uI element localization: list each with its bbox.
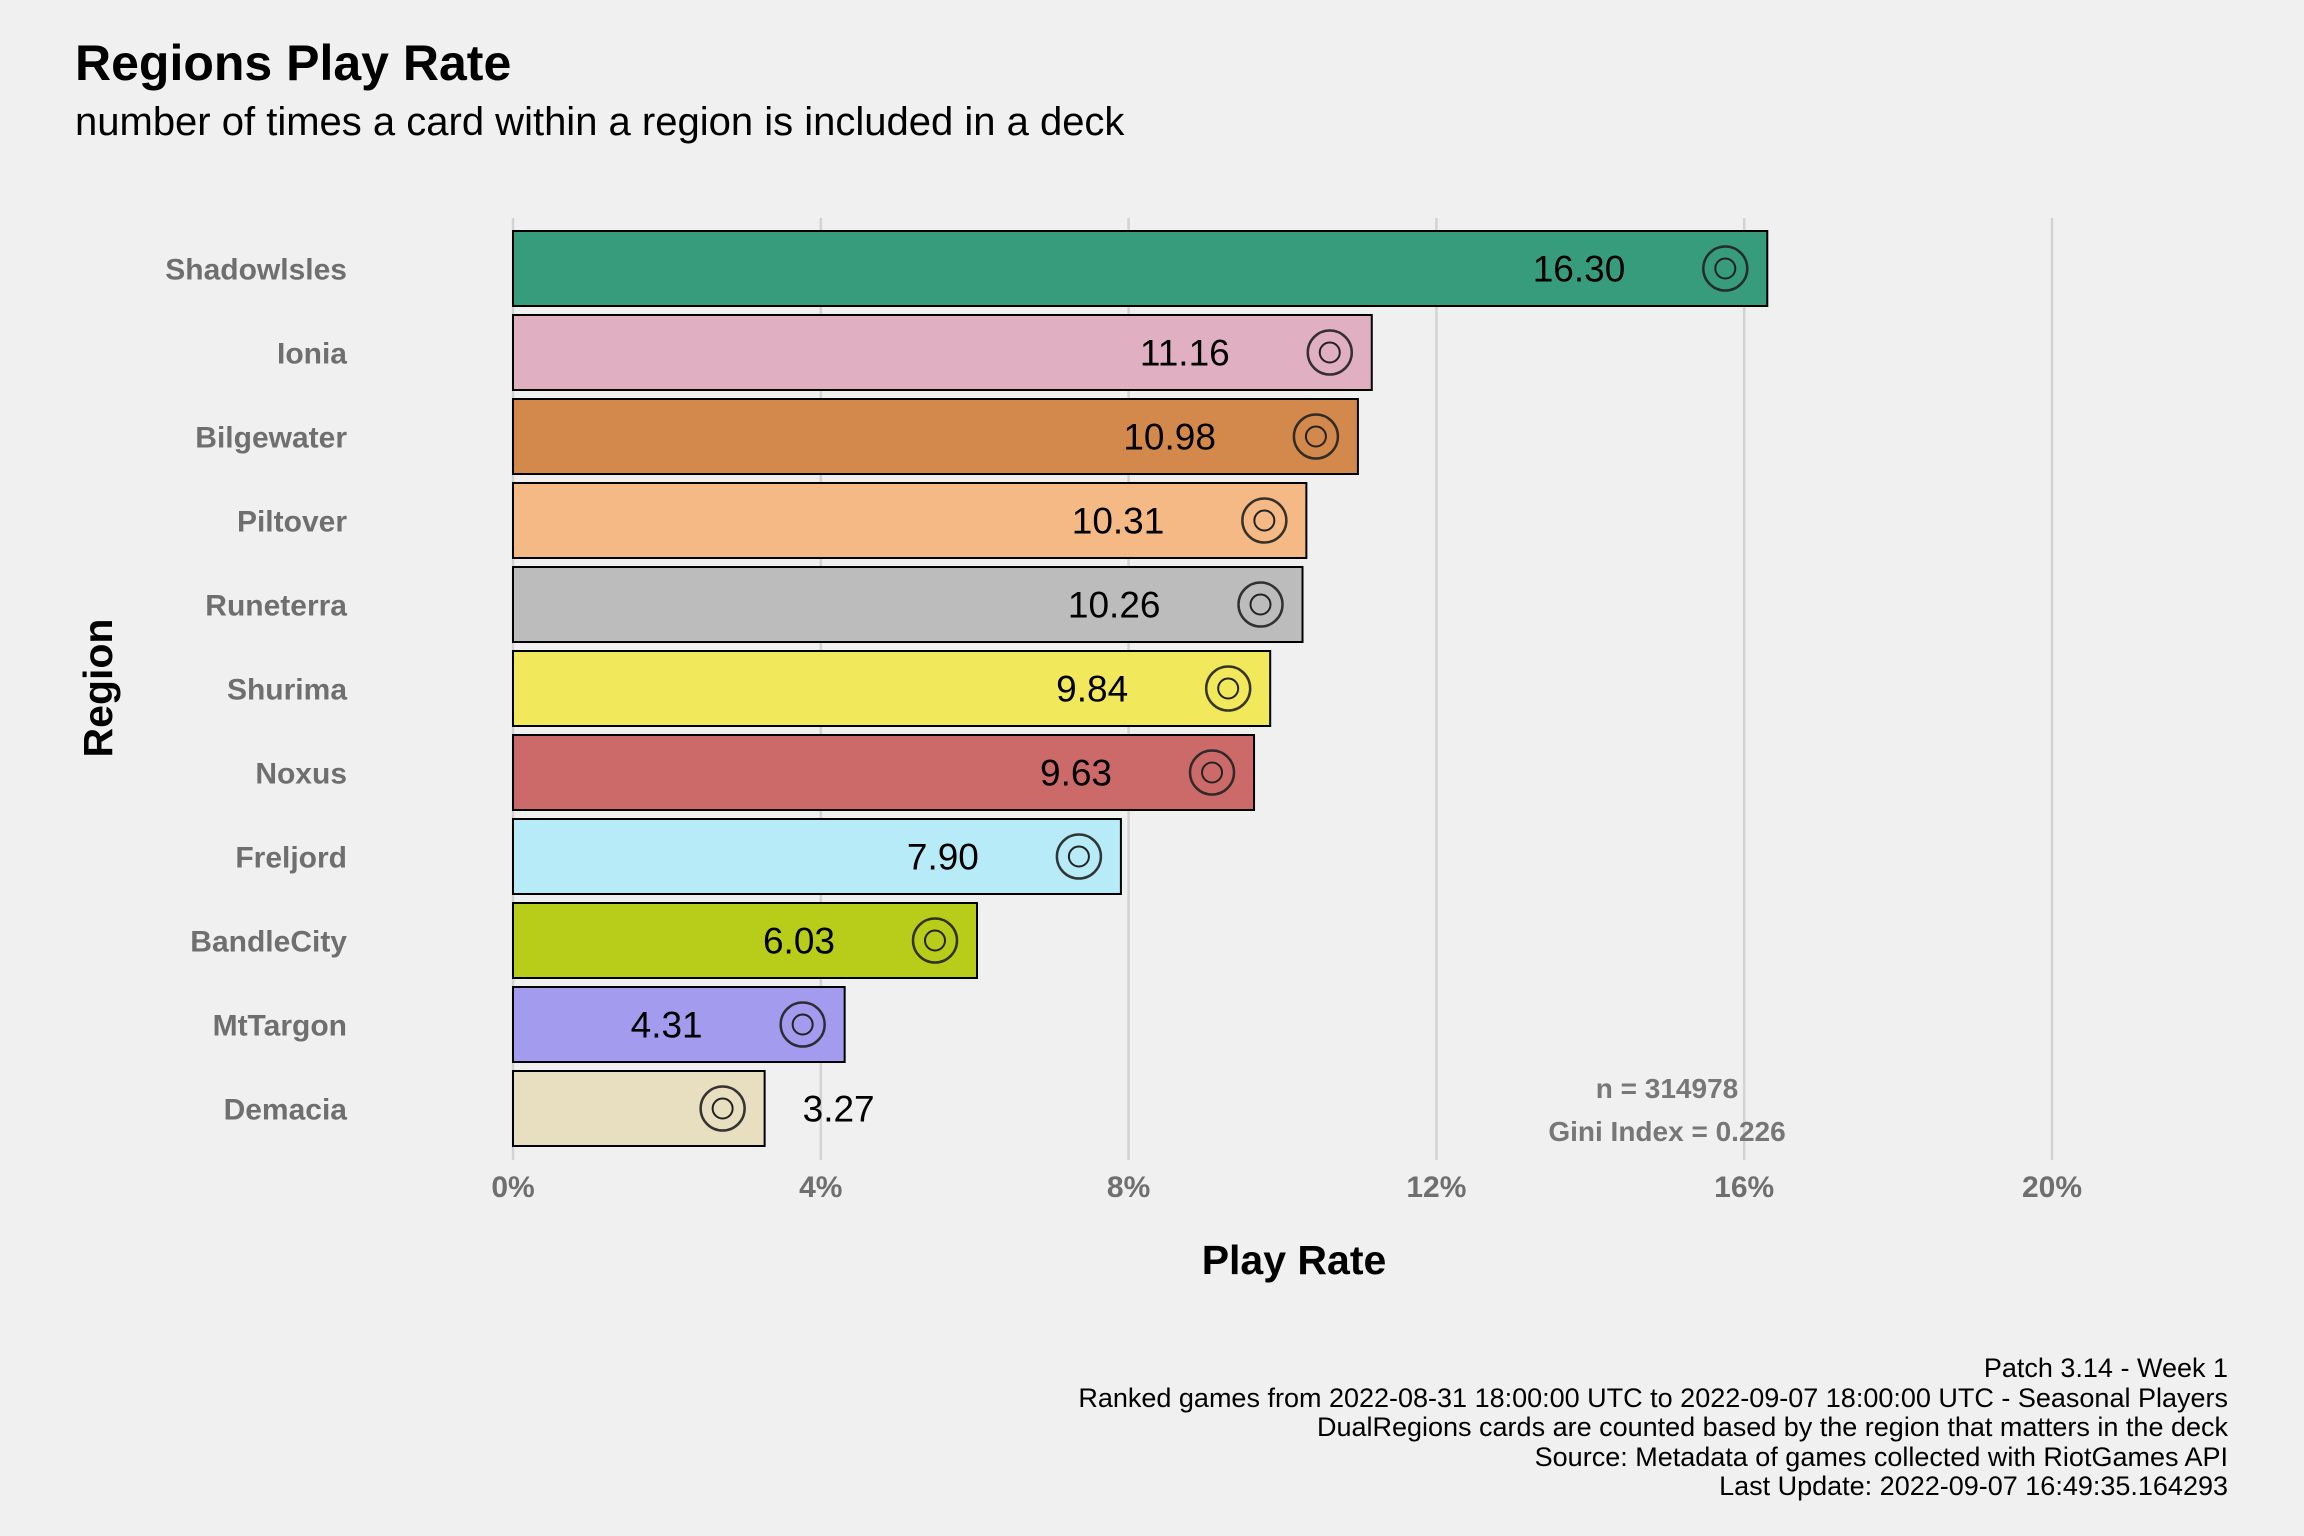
bar [512,566,1304,643]
category-label: Shurima [227,674,347,707]
category-label: MtTargon [213,1010,347,1043]
chart-title: Regions Play Rate [75,35,512,91]
mt-targon-icon [779,1001,826,1048]
demacia-icon [699,1085,746,1132]
category-label: Runeterra [205,590,347,623]
data-label: 10.31 [1072,501,1165,542]
data-label: 6.03 [763,921,835,962]
bar [512,398,1359,475]
freljord-icon [1055,833,1103,880]
data-label: 4.31 [631,1005,703,1046]
chart-subtitle: number of times a card within a region i… [75,100,1125,144]
x-tick-label: 12% [1406,1171,1466,1204]
x-tick-label: 20% [2022,1171,2082,1204]
bar-chart: 16.30 Shadowlsles 11.16 Ionia 10.98 Bilgewate… [75,218,2082,1283]
category-label: BandleCity [190,926,347,959]
bar [512,650,1272,727]
bar [512,902,979,979]
y-axis-title: Region [75,619,121,758]
data-label: 10.26 [1068,585,1161,626]
category-label: Shadowlsles [165,254,347,287]
caption-line: DualRegions cards are counted based by t… [1316,1412,2228,1442]
x-tick-label: 0% [491,1171,534,1204]
shurima-icon [1204,665,1252,712]
bar [512,482,1308,559]
data-label: 16.30 [1533,249,1626,290]
x-tick-label: 8% [1107,1171,1150,1204]
x-tick-label: 16% [1714,1171,1774,1204]
sample-size-annotation: n = 314978 [1596,1073,1738,1104]
data-label: 9.63 [1040,753,1112,794]
caption-line: Source: Metadata of games collected with… [1534,1441,2228,1472]
caption-line: Ranked games from 2022-08-31 18:00:00 UT… [1078,1382,2228,1413]
noxus-icon [1188,749,1236,796]
category-label: Noxus [255,758,347,791]
data-label: 11.16 [1140,333,1230,374]
runeterra-icon [1237,581,1284,628]
x-tick-label: 4% [799,1171,842,1204]
caption-line: Patch 3.14 - Week 1 [1983,1353,2228,1383]
category-label: Ionia [277,338,347,371]
bandle-city-icon [911,917,959,964]
x-axis-title: Play Rate [1202,1237,1387,1283]
category-label: Bilgewater [195,422,347,455]
data-label: 10.98 [1123,417,1216,458]
category-label: Demacia [224,1094,348,1127]
data-label: 3.27 [803,1089,875,1130]
bar [512,734,1256,811]
bar [512,818,1122,895]
piltover-icon [1241,497,1288,544]
category-label: Piltover [237,506,347,539]
chart-caption: Patch 3.14 - Week 1 Ranked games from 20… [1078,1353,2228,1502]
bar [512,314,1373,391]
bilgewater-icon [1292,413,1340,460]
caption-line: Last Update: 2022-09-07 16:49:35.164293 [1719,1471,2228,1501]
shadow-isles-icon [1702,245,1749,292]
bar [512,230,1769,307]
category-label: Freljord [235,842,347,875]
data-label: 7.90 [907,837,979,878]
gini-annotation: Gini Index = 0.226 [1548,1116,1785,1147]
data-label: 9.84 [1056,669,1128,710]
ionia-icon [1306,329,1354,376]
